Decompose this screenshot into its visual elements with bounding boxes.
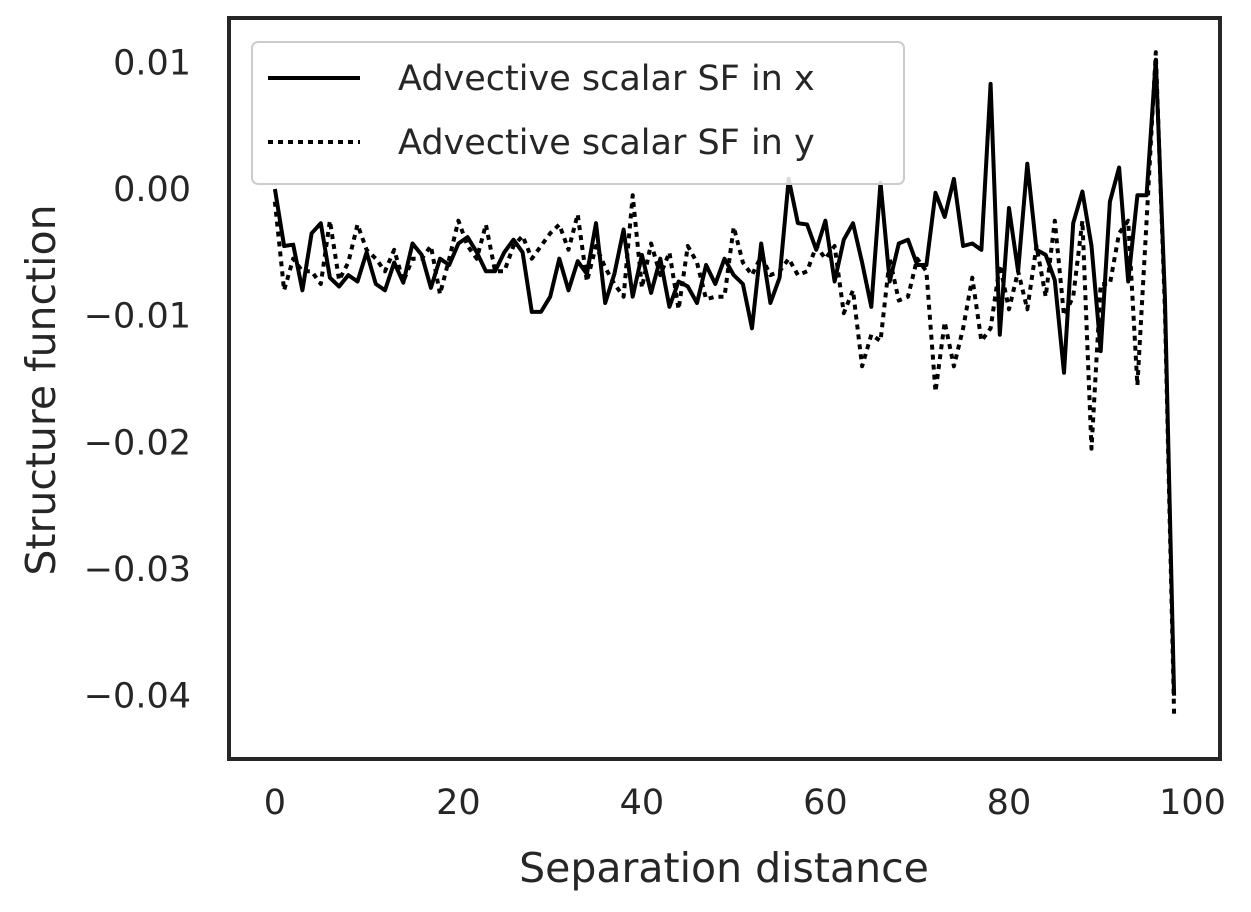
x-tick-label: 20 bbox=[436, 783, 481, 823]
x-tick-label: 100 bbox=[1159, 783, 1226, 823]
axis-ticks: 0 20 40 60 80 100 0.01 0.00 −0.01 −0.02 −0.03 −0.04 bbox=[84, 43, 1226, 823]
x-axis-title: Separation distance bbox=[519, 844, 929, 892]
legend: Advective scalar SF in x Advective scala… bbox=[251, 41, 905, 185]
legend-label-series-x: Advective scalar SF in x bbox=[398, 59, 815, 99]
y-tick-label: 0.01 bbox=[113, 43, 191, 83]
y-tick-label: 0.00 bbox=[113, 170, 191, 210]
x-tick-label: 40 bbox=[620, 783, 665, 823]
y-axis-title: Structure function bbox=[17, 204, 65, 575]
y-tick-label: −0.02 bbox=[84, 423, 191, 463]
legend-label-series-y: Advective scalar SF in y bbox=[398, 123, 815, 163]
y-tick-label: −0.01 bbox=[84, 297, 191, 337]
plot-frame bbox=[227, 16, 1222, 761]
y-tick-label: −0.04 bbox=[84, 677, 191, 717]
x-tick-label: 80 bbox=[987, 783, 1032, 823]
y-tick-label: −0.03 bbox=[84, 550, 191, 590]
x-tick-label: 0 bbox=[264, 783, 286, 823]
x-tick-label: 60 bbox=[803, 783, 848, 823]
series-lines bbox=[272, 50, 1177, 715]
series-line-sf-x bbox=[272, 57, 1177, 696]
legend-box bbox=[251, 41, 905, 185]
